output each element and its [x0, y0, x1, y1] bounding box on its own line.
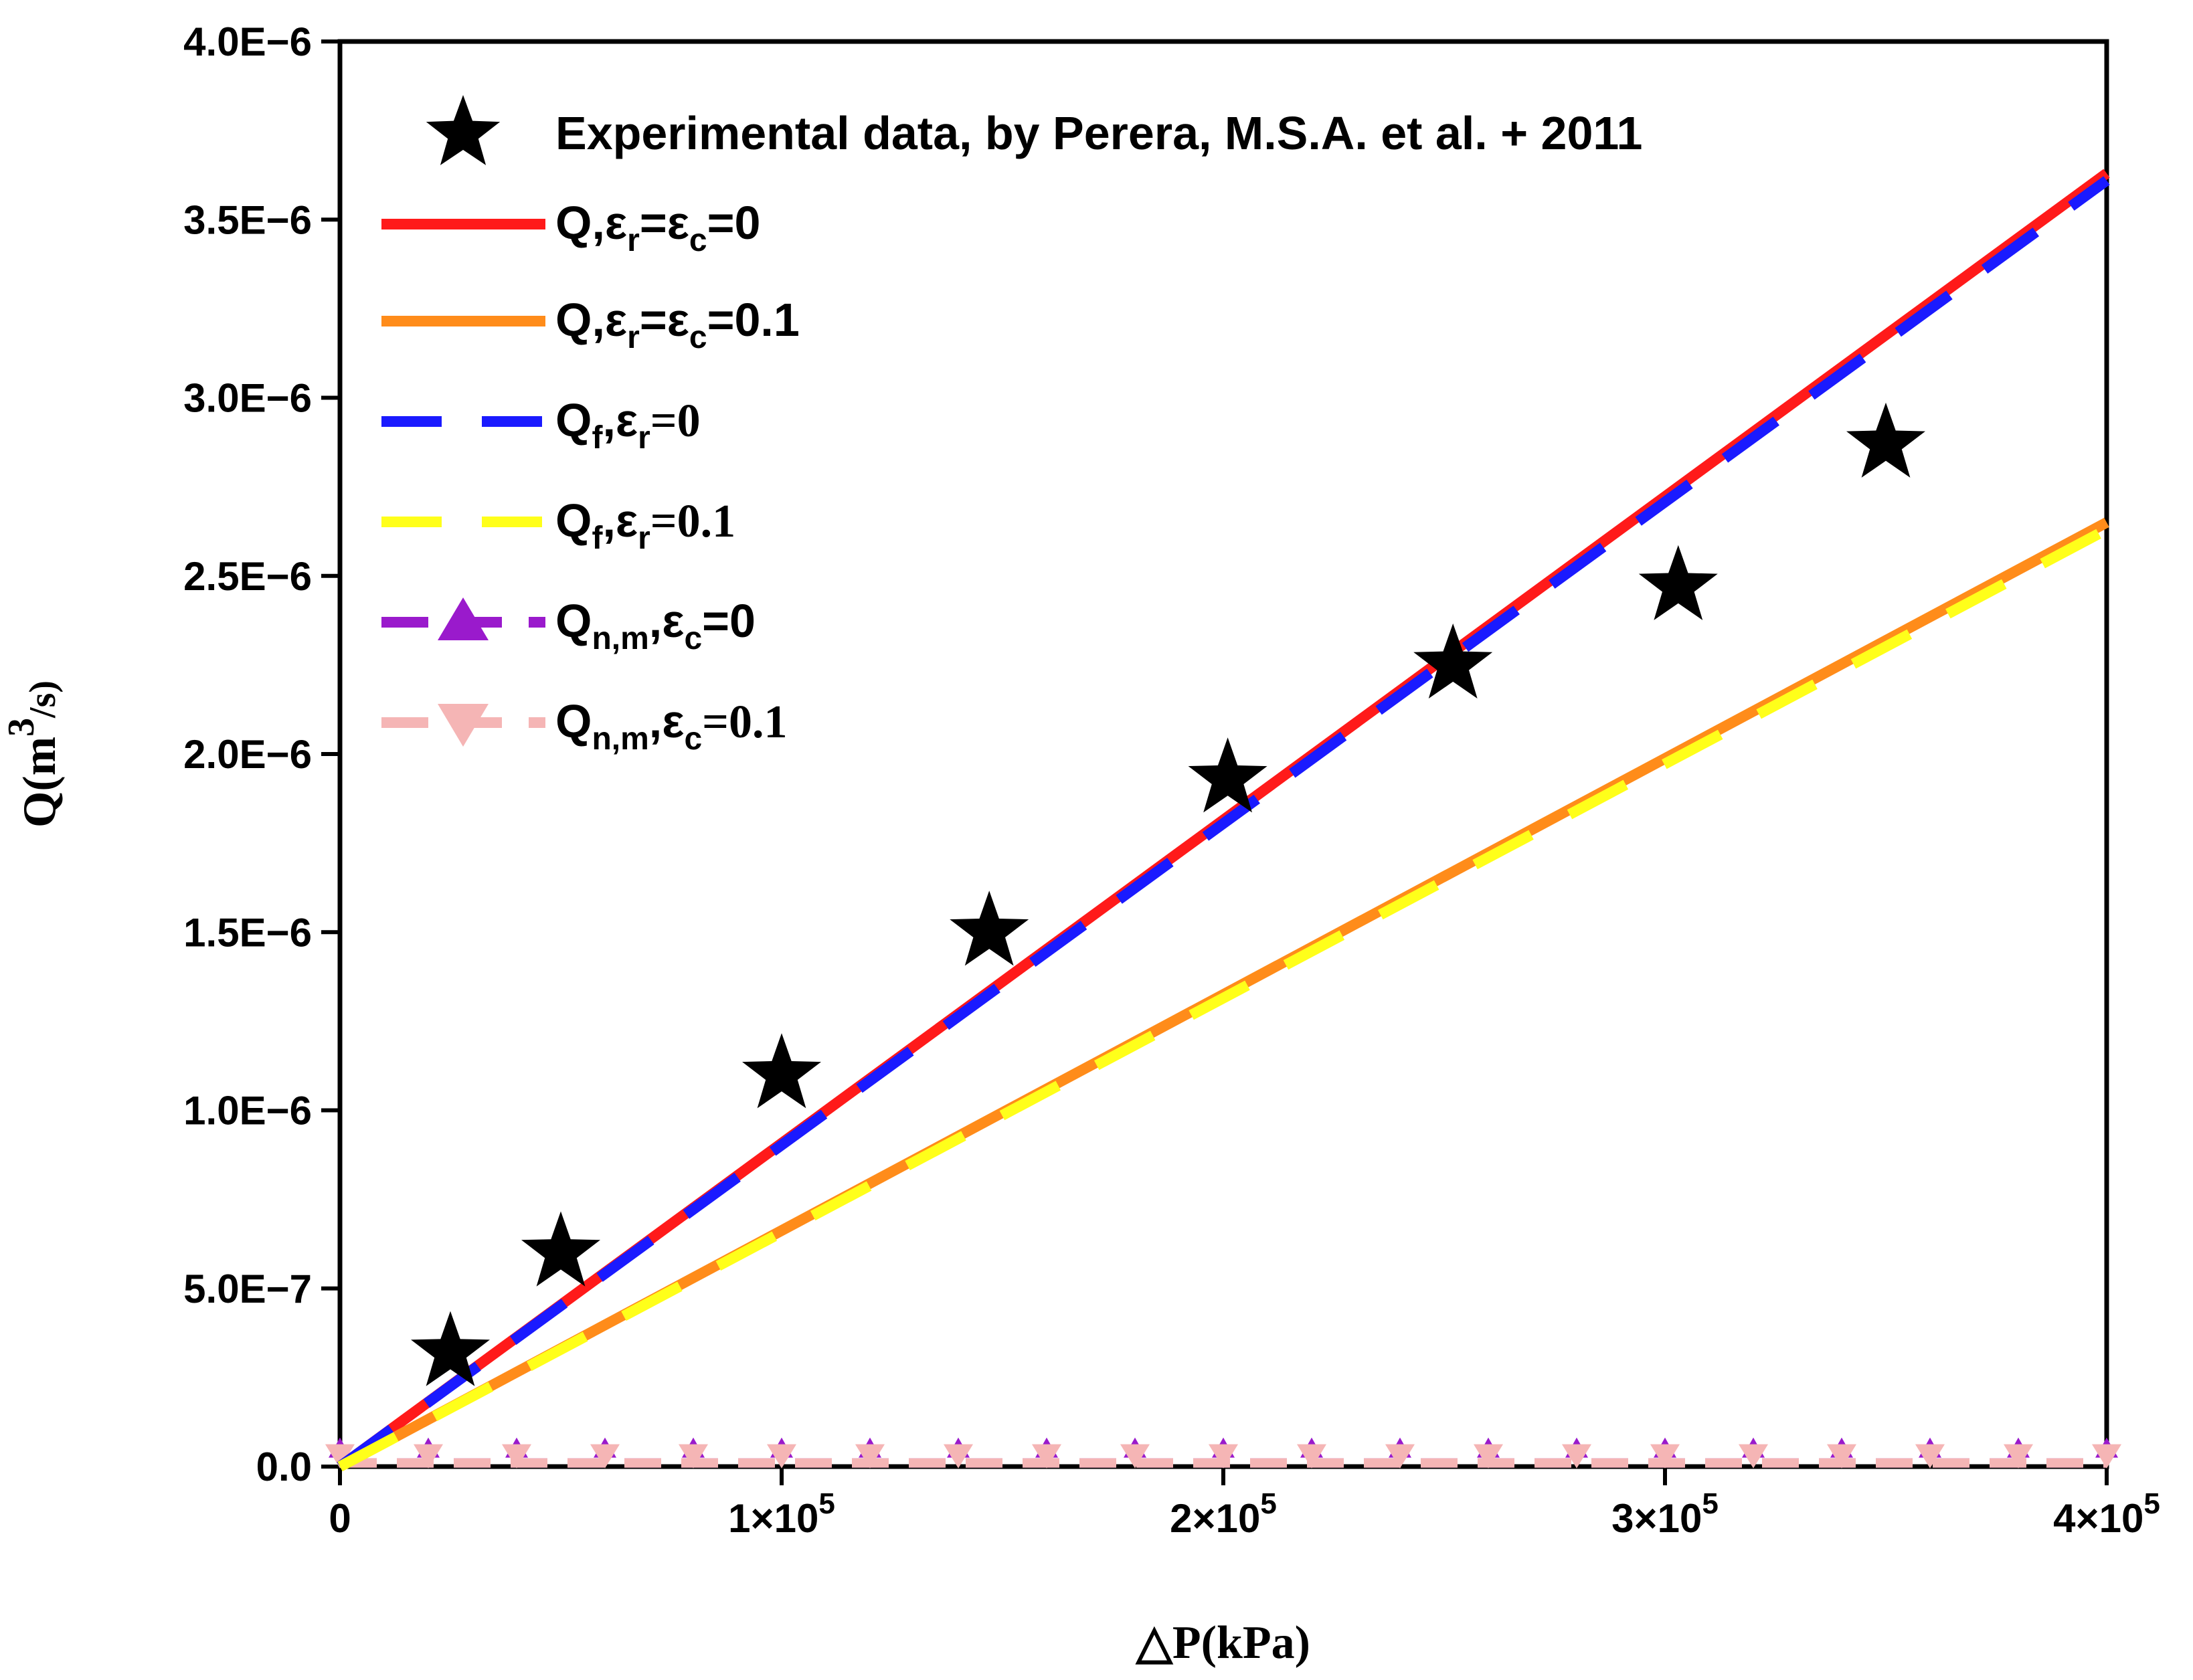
- series-marker-triangle-down: [855, 1444, 885, 1469]
- x-tick-label: 1×105: [728, 1487, 835, 1541]
- series-marker-triangle-down: [767, 1444, 796, 1469]
- series-marker-triangle-down: [414, 1444, 443, 1469]
- y-tick-label: 0.0: [256, 1444, 312, 1489]
- series-marker-triangle-down: [1297, 1444, 1326, 1469]
- x-axis-ticks: 0 1×105 2×105 3×105 4×105: [329, 1467, 2160, 1541]
- x-tick-label: 0: [329, 1496, 351, 1541]
- series-marker-triangle-down: [1474, 1444, 1503, 1469]
- series-marker-triangle-down: [1915, 1444, 1945, 1469]
- legend-label-qf0: Qf,εr=0: [555, 394, 701, 456]
- y-tick-label: 1.0E−6: [183, 1089, 312, 1133]
- series-marker-triangle-down: [1385, 1444, 1415, 1469]
- series-marker-triangle-down: [325, 1444, 355, 1469]
- legend-entry-qf01: Qf,εr=0.1: [381, 494, 735, 556]
- legend-label-q0: Q,εr=εc=0: [555, 197, 760, 258]
- series-marker-triangle-down: [1650, 1444, 1680, 1469]
- legend-marker-triangle-up: [438, 597, 489, 640]
- series-marker-triangle-down: [1120, 1444, 1150, 1469]
- y-tick-label: 3.0E−6: [183, 376, 312, 421]
- legend-label-qn01: Qn,m,εc=0.1: [555, 695, 788, 757]
- series-marker-triangle-down: [1209, 1444, 1238, 1469]
- legend: Experimental data, by Perera, M.S.A. et …: [381, 95, 1642, 757]
- legend-marker-triangle-down: [438, 704, 489, 747]
- legend-marker-star: [426, 95, 501, 165]
- experimental-point: [742, 1033, 821, 1109]
- series-marker-triangle-down: [1739, 1444, 1768, 1469]
- y-tick-label: 1.5E−6: [183, 910, 312, 955]
- y-tick-label: 4.0E−6: [183, 19, 312, 64]
- experimental-point: [411, 1311, 490, 1386]
- x-tick-label: 2×105: [1170, 1487, 1277, 1541]
- experimental-point: [1638, 545, 1718, 620]
- x-axis-title: △P(kPa): [1135, 1617, 1310, 1669]
- experimental-point: [1413, 623, 1493, 698]
- legend-entry-q01: Q,εr=εc=0.1: [381, 294, 800, 355]
- legend-label-experimental: Experimental data, by Perera, M.S.A. et …: [555, 107, 1642, 159]
- series-marker-triangle-down: [2004, 1444, 2033, 1469]
- legend-entry-qn0: Qn,m,εc=0: [381, 595, 756, 656]
- legend-entry-qn01: Qn,m,εc=0.1: [381, 695, 788, 757]
- series-layer: [325, 169, 2121, 1472]
- experimental-point: [521, 1211, 600, 1287]
- series-marker-triangle-down: [2092, 1444, 2121, 1469]
- legend-label-qf01: Qf,εr=0.1: [555, 494, 735, 556]
- legend-entry-q0: Q,εr=εc=0: [381, 197, 760, 258]
- series-marker-triangle-down: [502, 1444, 531, 1469]
- legend-entry-experimental: Experimental data, by Perera, M.S.A. et …: [426, 95, 1642, 165]
- experimental-point: [950, 891, 1029, 966]
- series-line-dashed: [337, 176, 2110, 1471]
- y-tick-label: 5.0E−7: [183, 1267, 312, 1311]
- experimental-point: [1188, 737, 1267, 813]
- legend-label-q01: Q,εr=εc=0.1: [555, 294, 800, 355]
- legend-entry-qf0: Qf,εr=0: [381, 394, 701, 456]
- series-marker-triangle-down: [679, 1444, 708, 1469]
- y-tick-label: 2.5E−6: [183, 554, 312, 599]
- y-axis-title: Q(m3/s): [1, 680, 66, 828]
- experimental-point: [1846, 402, 1925, 478]
- series-marker-triangle-down: [1562, 1444, 1591, 1469]
- series-marker-triangle-down: [1827, 1444, 1856, 1469]
- y-axis-ticks: 0.0 5.0E−7 1.0E−6 1.5E−6 2.0E−6 2.5E−6 3.0E−6 3…: [183, 19, 340, 1489]
- legend-label-qn0: Qn,m,εc=0: [555, 595, 756, 656]
- series-marker-triangle-down: [590, 1444, 620, 1469]
- y-tick-label: 3.5E−6: [183, 197, 312, 242]
- x-tick-label: 4×105: [2053, 1487, 2160, 1541]
- series-marker-triangle-down: [1032, 1444, 1061, 1469]
- y-tick-label: 2.0E−6: [183, 732, 312, 777]
- x-tick-label: 3×105: [1611, 1487, 1719, 1541]
- series-marker-triangle-down: [944, 1444, 973, 1469]
- series-line-dashed: [337, 525, 2109, 1472]
